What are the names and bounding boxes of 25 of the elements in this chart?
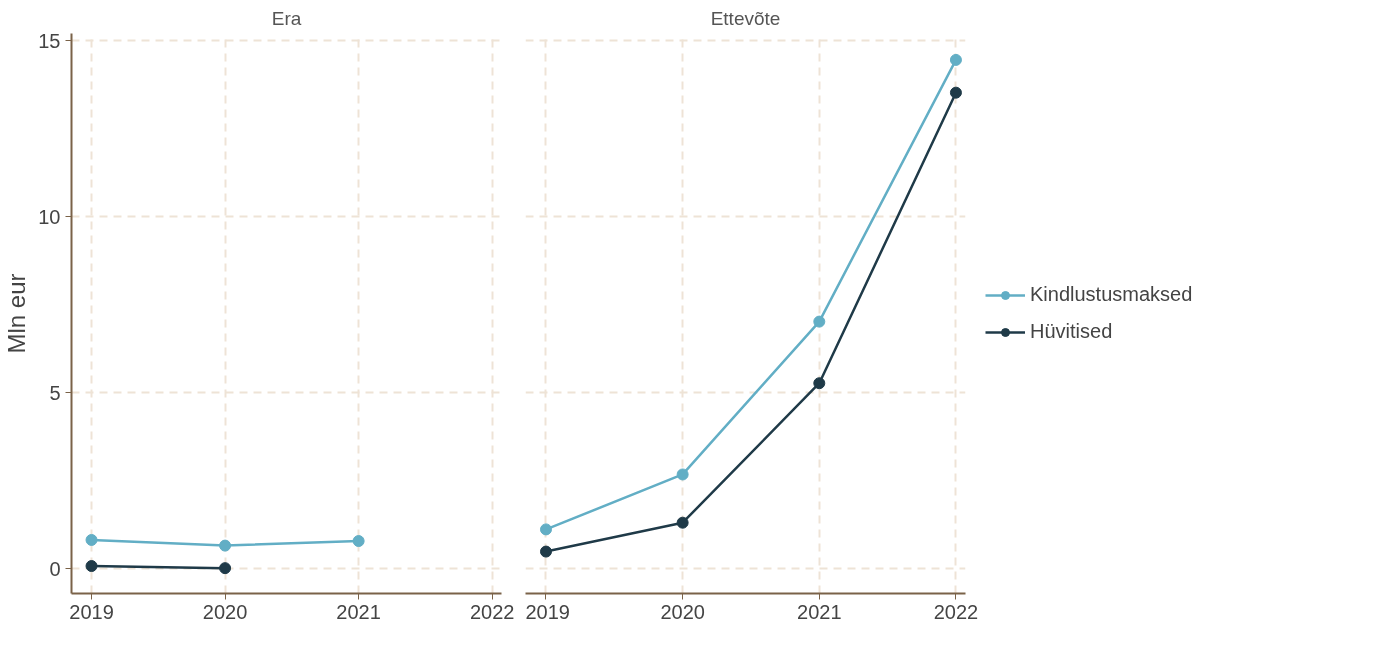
point: [540, 545, 552, 558]
x-tick-label: 2021: [797, 600, 842, 623]
legend-label: Kindlustusmaksed: [1030, 283, 1193, 306]
chart-title: Ettevõte: [710, 7, 781, 29]
point: [676, 516, 689, 529]
chart-title: Era: [271, 7, 302, 29]
y-axis-title: Mln eur: [3, 273, 31, 354]
point: [540, 523, 552, 536]
legend-label: Hüvitised: [1030, 320, 1113, 343]
x-tick-label: 2020: [202, 600, 248, 623]
y-tick-label: 10: [38, 205, 61, 228]
point: [949, 86, 962, 99]
x-tick-label: 2022: [469, 600, 515, 623]
point: [813, 377, 826, 390]
point: [813, 315, 826, 328]
x-tick-label: 2019: [525, 600, 570, 623]
y-tick-label: 5: [49, 381, 61, 404]
x-tick-label: 2019: [69, 600, 114, 623]
y-tick-label: 0: [49, 557, 61, 580]
x-tick-label: 2020: [660, 600, 705, 623]
point: [949, 53, 962, 66]
x-tick-label: 2022: [933, 600, 979, 623]
y-tick-label: 15: [38, 29, 61, 52]
x-tick-label: 2021: [336, 600, 381, 623]
point: [676, 468, 689, 481]
